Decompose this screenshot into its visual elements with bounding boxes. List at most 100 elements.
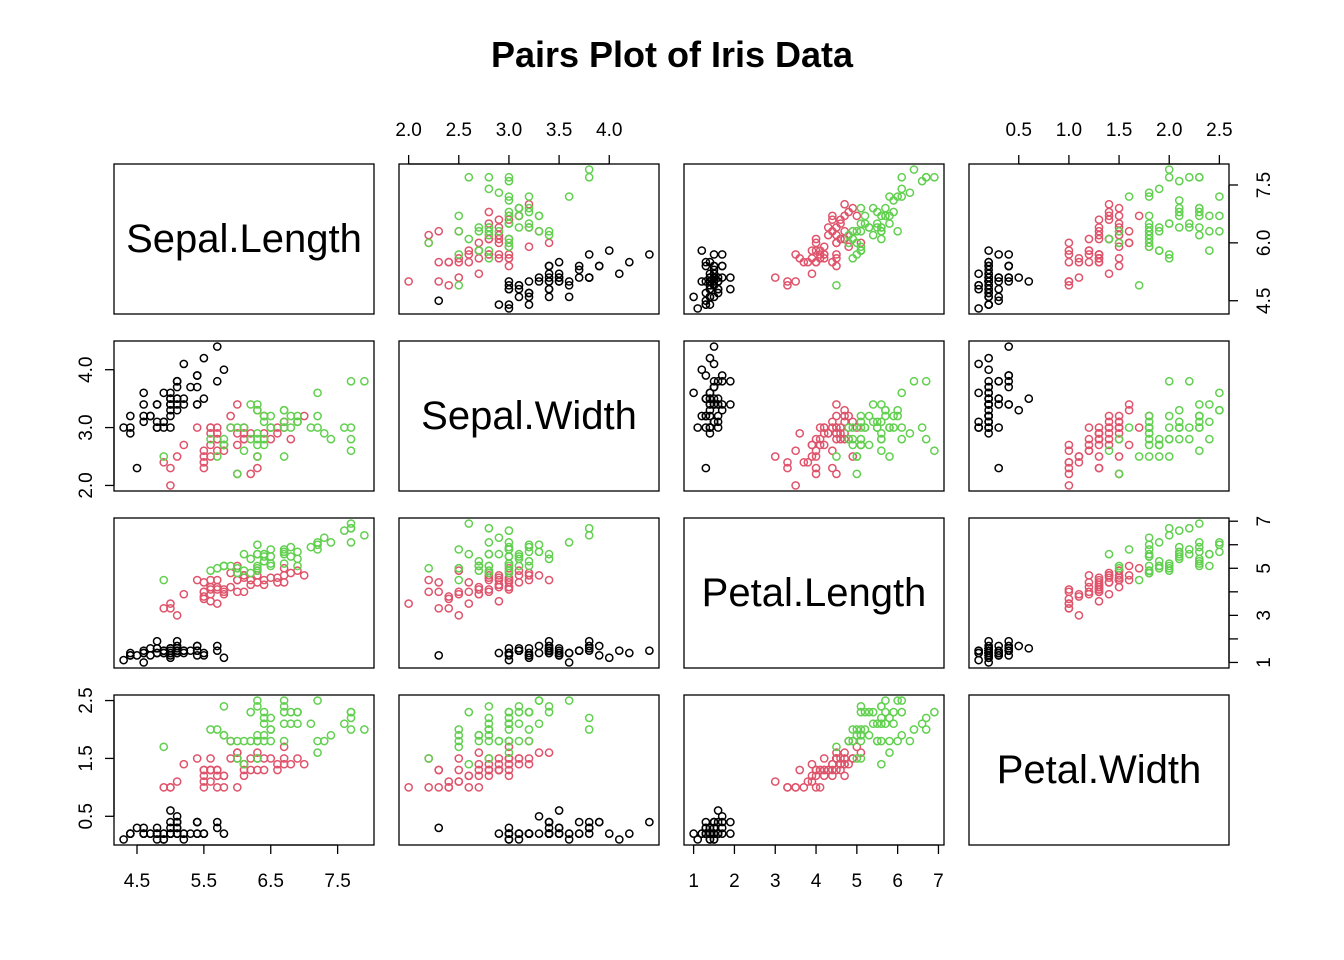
data-point-r4c1-s3-36 <box>346 707 356 717</box>
right-tick-label-petal-length-2: 3 <box>1254 610 1275 621</box>
data-point-r3c4-s1-14 <box>974 655 983 665</box>
data-point-r2c1-s2-35 <box>192 423 202 432</box>
data-point-r4c2-s1-15 <box>604 829 614 839</box>
data-point-r2c4-s2-30 <box>1064 446 1074 456</box>
data-point-r3c2-s2-8 <box>444 603 454 613</box>
data-point-r1c4-s3-30 <box>1124 192 1134 201</box>
data-point-r4c3-s1-17 <box>701 817 711 827</box>
data-point-r3c4-s3-23 <box>1164 523 1174 533</box>
data-point-r1c3-s2-22 <box>811 234 821 244</box>
data-point-r1c2-s1-34 <box>624 257 634 267</box>
data-point-r4c2-s1-7 <box>544 823 554 833</box>
data-point-r2c3-s2-38 <box>828 463 837 473</box>
data-point-r4c2-s2-11 <box>404 783 413 792</box>
data-point-r4c1-s1-49 <box>186 829 195 839</box>
data-point-r3c4-s3-15 <box>1204 561 1214 571</box>
data-point-r3c1-s3-39 <box>232 568 242 578</box>
data-point-r1c3-s3-7 <box>832 280 841 290</box>
data-point-r4c2-s3-27 <box>484 736 494 746</box>
data-point-r3c4-s1-32 <box>1004 646 1014 656</box>
data-point-r3c2-s1-42 <box>434 651 444 660</box>
chart-title: Pairs Plot of Iris Data <box>490 34 854 75</box>
data-point-r1c4-s2-48 <box>1094 230 1104 240</box>
data-point-r4c1-s2-50 <box>212 765 222 775</box>
data-point-r3c4-s3-45 <box>1215 547 1224 557</box>
data-point-r4c1-s2-9 <box>273 765 282 775</box>
data-point-r3c2-s2-16 <box>514 578 524 587</box>
data-point-r4c3-s3-16 <box>864 707 874 717</box>
data-point-r1c3-s1-41 <box>701 277 711 286</box>
data-point-r4c2-s3-19 <box>464 707 474 717</box>
data-point-r2c1-s3-1 <box>253 405 262 415</box>
data-point-r4c3-s3-14 <box>852 725 862 734</box>
data-point-r2c3-s2-24 <box>840 434 849 444</box>
data-point-r2c4-s2-34 <box>1124 440 1134 450</box>
data-point-r2c4-s3-49 <box>1194 400 1204 409</box>
data-point-r1c3-s1-19 <box>717 250 727 259</box>
data-point-r2c1-s3-38 <box>259 417 269 427</box>
data-point-r2c1-s1-43 <box>125 411 135 421</box>
data-point-r3c2-s1-23 <box>564 658 574 667</box>
data-point-r1c3-s1-30 <box>713 288 723 298</box>
data-point-r3c4-s2-15 <box>1094 596 1104 606</box>
right-tick-label-sepal-length-1: 4.5 <box>1254 288 1275 314</box>
data-point-r4c3-s3-31 <box>897 730 907 740</box>
data-point-r2c1-s1-19 <box>212 376 222 386</box>
data-point-r2c4-s1-48 <box>984 411 994 421</box>
data-point-r2c3-s3-27 <box>844 434 854 444</box>
data-point-r2c4-s3-10 <box>1215 388 1224 398</box>
data-point-r2c4-s3-19 <box>1194 446 1204 456</box>
data-point-r3c2-s1-24 <box>534 641 544 651</box>
data-point-r3c2-s3-20 <box>424 563 434 573</box>
data-point-r4c3-s2-23 <box>848 754 858 763</box>
data-point-r2c1-s1-35 <box>159 417 169 427</box>
data-point-r2c4-s2-32 <box>1064 457 1074 467</box>
data-point-r4c1-s3-15 <box>219 701 229 711</box>
data-point-r1c4-s2-41 <box>1084 257 1094 267</box>
data-point-r1c2-s3-18 <box>584 172 594 182</box>
right-tick-label-sepal-length-3: 7.5 <box>1254 172 1275 198</box>
data-point-r1c2-s3-45 <box>534 211 544 221</box>
data-point-r2c4-s1-16 <box>1004 342 1014 351</box>
data-point-r3c1-s1-21 <box>192 641 202 651</box>
data-point-r1c4-s2-12 <box>1114 242 1124 252</box>
data-point-r2c1-s2-45 <box>206 440 215 450</box>
data-point-r1c4-s2-31 <box>1074 257 1084 267</box>
data-point-r1c4-s2-18 <box>1064 246 1074 255</box>
data-point-r3c2-s3-47 <box>454 563 464 573</box>
data-point-r1c4-s3-9 <box>1144 211 1154 221</box>
data-point-r1c2-s2-27 <box>484 207 494 217</box>
data-point-r2c4-s2-36 <box>1124 400 1134 409</box>
data-point-r4c2-s2-36 <box>544 748 554 757</box>
data-point-r1c4-s1-38 <box>974 280 983 290</box>
data-point-r1c4-s2-24 <box>1084 234 1094 244</box>
data-point-r2c3-s2-45 <box>819 440 829 450</box>
data-point-r1c3-s2-26 <box>828 215 837 225</box>
data-point-r4c2-s3-34 <box>484 754 494 763</box>
data-point-r2c4-s2-35 <box>1114 423 1124 432</box>
data-point-r4c3-s3-13 <box>872 719 882 729</box>
data-point-r2c3-s3-40 <box>868 417 878 427</box>
data-point-r1c3-s3-21 <box>881 203 890 213</box>
data-point-r3c1-s1-25 <box>152 636 162 646</box>
data-point-r4c1-s3-23 <box>346 725 356 734</box>
data-point-r3c4-s3-34 <box>1114 561 1124 571</box>
data-point-r4c2-s3-38 <box>514 736 524 746</box>
data-point-r2c4-s2-31 <box>1074 457 1084 467</box>
data-point-r1c4-s3-44 <box>1194 207 1204 217</box>
data-point-r2c4-s2-23 <box>1114 452 1124 461</box>
data-point-r1c2-s1-43 <box>524 300 534 309</box>
data-point-r2c4-s3-5 <box>1184 423 1194 432</box>
data-point-r4c1-s1-32 <box>192 817 202 827</box>
data-point-r3c2-s1-47 <box>584 643 594 653</box>
data-point-r2c3-s3-35 <box>876 446 886 456</box>
data-point-r1c3-s3-35 <box>876 234 886 244</box>
data-point-r2c4-s1-14 <box>974 423 983 432</box>
data-point-r4c1-s1-38 <box>159 835 169 844</box>
data-point-r4c1-s3-48 <box>266 725 276 734</box>
data-point-r3c1-s1-45 <box>172 636 182 646</box>
data-point-r1c4-s1-43 <box>984 300 994 309</box>
data-point-r2c3-s3-42 <box>856 417 866 427</box>
data-point-r2c1-s1-47 <box>172 376 182 386</box>
data-point-r3c1-s2-49 <box>172 611 182 620</box>
